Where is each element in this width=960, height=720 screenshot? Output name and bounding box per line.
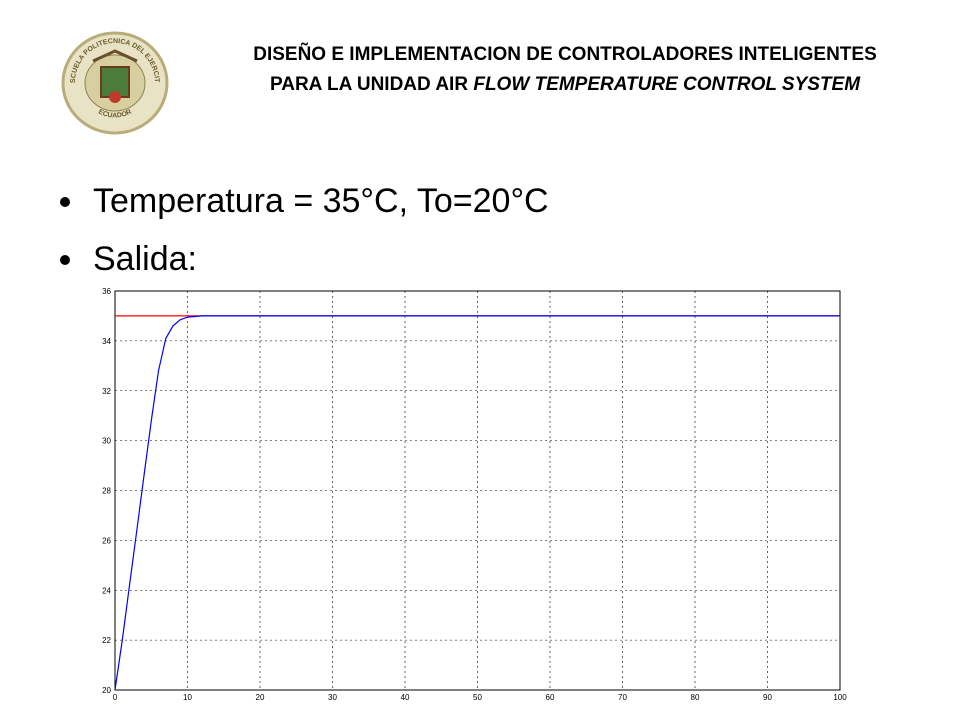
y-tick-label: 34 [102,337,111,346]
x-tick-label: 30 [328,693,337,702]
x-tick-label: 50 [473,693,482,702]
y-tick-label: 30 [102,437,111,446]
y-tick-label: 22 [102,636,111,645]
logo-text: ECUADOR [97,109,133,120]
y-tick-label: 20 [102,686,111,695]
title-text: DISEÑO E IMPLEMENTACION DE CONTROLADORES… [253,44,877,95]
x-tick-label: 90 [763,693,772,702]
bullet: Temperatura = 35°C, To=20°C [55,172,549,230]
logo-bottom-text: ECUADOR [97,109,133,120]
x-tick-label: 100 [833,693,847,702]
x-tick-label: 40 [401,693,410,702]
y-tick-label: 26 [102,536,111,545]
y-tick-label: 32 [102,387,111,396]
line-series [114,315,840,691]
slide-title: DISEÑO E IMPLEMENTACION DE CONTROLADORES… [235,40,895,100]
x-tick-label: 20 [256,693,265,702]
logo: ESCUELA POLITECNICA DEL EJERCITO ECUADOR [55,25,169,135]
x-tick-label: 0 [113,693,118,702]
title-italic: FLOW TEMPERATURE CONTROL SYSTEM [473,74,861,95]
bullet-list: Temperatura = 35°C, To=20°C Salida: [55,172,549,288]
x-tick-label: 70 [618,693,627,702]
y-tick-label: 36 [102,287,111,296]
x-tick-label: 80 [691,693,700,702]
x-tick-label: 10 [183,693,192,702]
bullet: Salida: [55,230,549,288]
y-tick-label: 28 [102,487,111,496]
x-tick-label: 60 [546,693,555,702]
y-tick-label: 24 [102,586,111,595]
